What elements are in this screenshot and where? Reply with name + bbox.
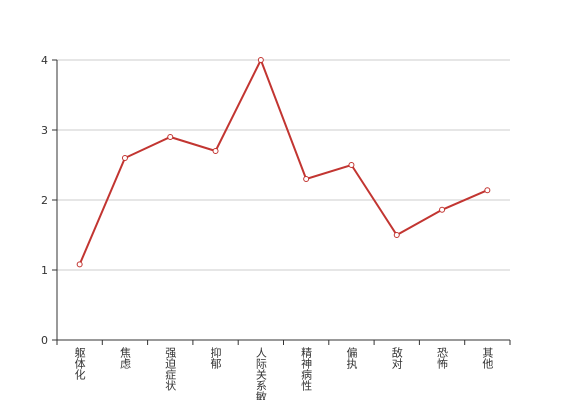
point [439, 206, 446, 213]
point [303, 176, 310, 182]
x-tick-label: 躯体化 [73, 347, 86, 381]
x-tick-label: 抑郁 [209, 346, 222, 369]
point [393, 232, 400, 238]
y-tick-label: 4 [41, 54, 48, 67]
x-tick-label: 敌对 [390, 346, 403, 369]
point [76, 261, 83, 268]
y-tick-label: 1 [41, 264, 48, 277]
y-tick-label: 0 [41, 334, 48, 347]
x-tick-label: 偏执 [345, 346, 358, 370]
x-tick-label: 恐怖 [436, 347, 449, 369]
point [484, 187, 491, 194]
point [212, 148, 219, 154]
x-tick-label: 强迫症状 [164, 347, 177, 391]
y-tick-label: 3 [41, 124, 48, 137]
x-tick-label: 其他 [481, 347, 494, 369]
point [121, 155, 128, 161]
point [348, 162, 355, 168]
point [167, 134, 174, 140]
x-tick-label: 精神病性 [300, 347, 313, 392]
x-tick-label: 焦虑 [118, 347, 131, 369]
line [78, 57, 488, 265]
x-tick-label: 人际关系敏感 [254, 347, 267, 400]
point [257, 57, 264, 63]
y-tick-label: 2 [41, 194, 48, 207]
